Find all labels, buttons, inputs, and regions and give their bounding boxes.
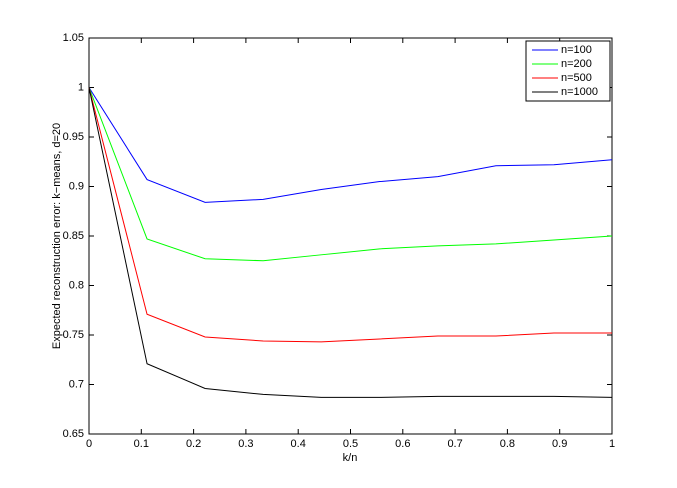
x-tick-label: 0.6 [395, 438, 410, 450]
x-tick-label: 0.9 [552, 438, 567, 450]
legend-box [525, 40, 611, 102]
legend-label: n=200 [561, 58, 592, 70]
x-tick-label: 1 [609, 438, 615, 450]
x-tick-label: 0.3 [238, 438, 253, 450]
x-tick-label: 0.7 [447, 438, 462, 450]
y-axis-label: Expected reconstruction error: k−means, … [51, 123, 63, 349]
legend-label: n=100 [561, 44, 592, 56]
line-series [88, 87, 612, 343]
y-tick-label: 0.8 [69, 279, 84, 291]
line-series [88, 87, 613, 398]
x-tick-label: 0.2 [186, 438, 201, 450]
x-tick-label: 0.5 [343, 438, 358, 450]
x-tick-label: 0.4 [291, 438, 306, 450]
x-tick-label: 0.1 [134, 438, 149, 450]
line-series [88, 87, 613, 203]
y-tick-label: 0.95 [63, 131, 84, 143]
y-tick-label: 0.9 [69, 180, 84, 192]
y-tick-label: 0.65 [63, 428, 84, 440]
legend-label: n=500 [561, 72, 592, 84]
y-tick-label: 0.85 [63, 230, 84, 242]
y-tick-label: 0.75 [63, 329, 84, 341]
y-tick-label: 0.7 [69, 378, 84, 390]
y-tick-label: 1.05 [63, 32, 84, 44]
y-tick-label: 1 [78, 81, 84, 93]
x-axis-label: k/n [343, 452, 358, 464]
x-tick-label: 0 [86, 438, 92, 450]
x-tick-label: 0.8 [500, 438, 515, 450]
line-series [88, 87, 613, 262]
legend-label: n=1000 [561, 86, 598, 98]
